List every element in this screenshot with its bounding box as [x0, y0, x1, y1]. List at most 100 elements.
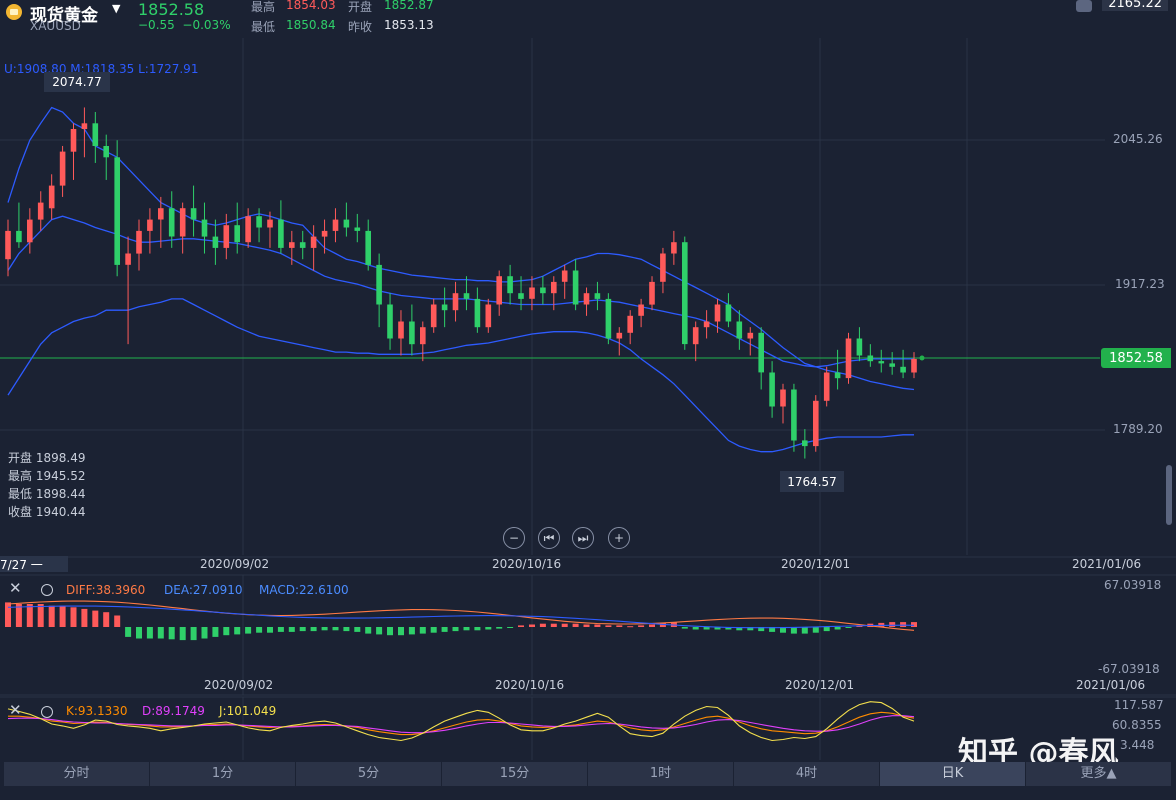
- macd-min: -67.03918: [1098, 662, 1160, 676]
- candle-body: [583, 293, 590, 305]
- candle: [245, 208, 251, 248]
- candle-body: [212, 236, 219, 248]
- candle: [409, 304, 415, 356]
- dropdown-arrow-icon[interactable]: ▼: [112, 2, 121, 15]
- candle: [692, 321, 699, 362]
- candle-body: [900, 366, 906, 373]
- candle: [48, 174, 55, 220]
- candle: [430, 298, 437, 333]
- candle-body: [387, 304, 393, 339]
- macd-bar: [572, 623, 579, 627]
- tab-4hour[interactable]: 4时: [734, 762, 879, 786]
- zoom-in-button[interactable]: +: [608, 527, 630, 549]
- macd-bar: [201, 627, 208, 639]
- macd-bar: [452, 627, 459, 632]
- candle-body: [594, 293, 601, 299]
- candle-body: [27, 219, 33, 243]
- candle-body: [125, 253, 131, 265]
- x-tick: 2020/12/01: [785, 678, 855, 692]
- candle: [5, 219, 11, 277]
- jump-start-button[interactable]: ⏮: [538, 527, 560, 549]
- settings-icon[interactable]: [41, 584, 53, 596]
- macd-bar: [463, 627, 470, 631]
- candle: [343, 202, 350, 237]
- y-tick: 2045.26: [1113, 132, 1163, 146]
- macd-bar: [550, 623, 557, 627]
- macd-bar: [441, 627, 448, 632]
- candle-body: [114, 157, 120, 265]
- candle: [321, 219, 328, 254]
- macd-bar: [911, 622, 917, 627]
- x-tick: 2020/10/16: [495, 678, 565, 692]
- tab-timeshare[interactable]: 分时: [4, 762, 149, 786]
- close-indicator-icon[interactable]: ✕: [9, 701, 22, 719]
- macd-bar: [288, 627, 295, 632]
- candle: [92, 111, 99, 163]
- tab-daily[interactable]: 日K: [880, 762, 1025, 786]
- candle-body: [310, 236, 317, 248]
- macd-bar: [758, 627, 765, 632]
- high-value: 1854.03: [286, 0, 336, 12]
- candle: [791, 383, 797, 452]
- macd-bar: [354, 627, 361, 632]
- candle-body: [179, 208, 186, 237]
- macd-bar: [681, 627, 688, 629]
- tab-15min[interactable]: 15分: [442, 762, 587, 786]
- candle: [37, 191, 44, 231]
- macd-bar: [136, 627, 142, 639]
- zoom-out-button[interactable]: −: [503, 527, 525, 549]
- candle-body: [37, 202, 44, 220]
- candle: [278, 200, 284, 254]
- price-change: −0.55 −0.03%: [138, 18, 231, 32]
- instrument-name[interactable]: 现货黄金: [30, 6, 98, 26]
- macd-bar: [81, 608, 88, 627]
- candle-body: [758, 332, 764, 373]
- candle-body: [190, 208, 197, 220]
- candle-body: [747, 332, 754, 339]
- tab-1min[interactable]: 1分: [150, 762, 295, 786]
- start-date-label: 7/27 一: [0, 556, 68, 572]
- candle-body: [81, 123, 88, 129]
- kdj-mid: 60.8355: [1112, 718, 1162, 732]
- tab-more[interactable]: 更多▲: [1026, 762, 1171, 786]
- macd-bar: [26, 604, 33, 627]
- macd-bar: [277, 627, 284, 632]
- candle-body: [692, 327, 699, 345]
- candle: [638, 298, 644, 328]
- macd-bar: [812, 627, 819, 633]
- candle-body: [441, 304, 448, 311]
- macd-bar: [321, 627, 328, 631]
- tab-1hour[interactable]: 1时: [588, 762, 733, 786]
- candle-body: [16, 230, 22, 243]
- x-tick: 2021/01/06: [1076, 678, 1146, 692]
- candle: [289, 230, 295, 265]
- jump-end-button[interactable]: ⏭: [572, 527, 594, 549]
- kdj-panel: [7, 701, 915, 742]
- candle-body: [256, 216, 262, 228]
- high-marker: 2074.77: [44, 72, 110, 92]
- macd-bar: [703, 627, 710, 630]
- candle-body: [649, 281, 655, 305]
- candle: [900, 349, 906, 379]
- candle: [540, 276, 546, 305]
- candle: [911, 352, 917, 379]
- close-indicator-icon[interactable]: ✕: [9, 579, 22, 597]
- macd-bar: [594, 624, 601, 627]
- candle-body: [59, 151, 66, 186]
- macd-bar: [234, 627, 241, 635]
- candle-body: [638, 304, 644, 316]
- settings-icon[interactable]: [41, 706, 53, 718]
- candle: [518, 276, 524, 311]
- candle-body: [398, 321, 404, 339]
- tab-5min[interactable]: 5分: [296, 762, 441, 786]
- candle: [190, 185, 197, 237]
- bell-icon[interactable]: [1076, 0, 1092, 12]
- candle-body: [168, 208, 175, 237]
- open-value: 1852.87: [384, 0, 434, 12]
- macd-max: 67.03918: [1104, 578, 1162, 592]
- candle: [332, 208, 339, 243]
- macd-bar: [125, 627, 132, 637]
- scroll-handle[interactable]: [1166, 465, 1172, 525]
- candle: [736, 310, 743, 350]
